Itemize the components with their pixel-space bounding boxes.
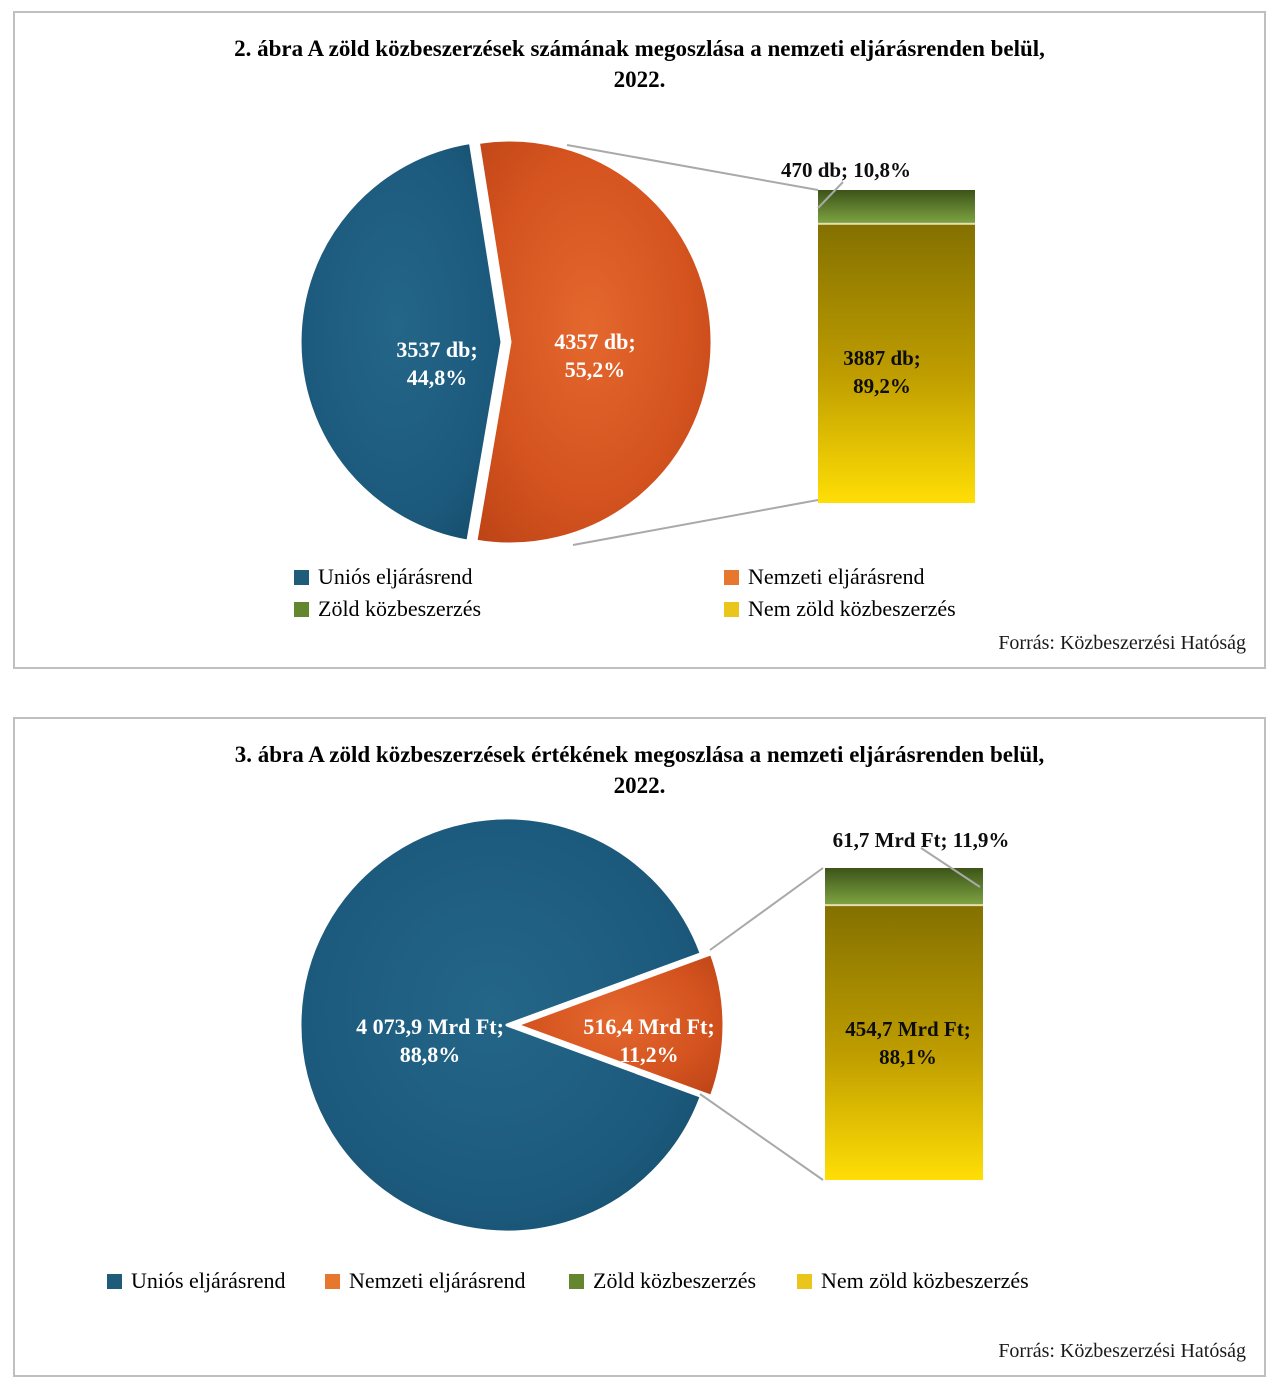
connector-line-2 xyxy=(572,499,819,546)
legend-label: Zöld közbeszerzés xyxy=(593,1268,757,1293)
figure-3-source: Forrás: Közbeszerzési Hatóság xyxy=(998,1340,1246,1362)
figure-3-title-line-1: 3. ábra A zöld közbeszerzések értékének … xyxy=(234,742,1045,767)
legend-swatch-orange xyxy=(325,1273,340,1289)
figure-2-title-line-1: 2. ábra A zöld közbeszerzések számának m… xyxy=(234,36,1045,61)
bar-label-nem-zold-line-1: 3887 db; xyxy=(843,346,921,370)
legend-item-unios-eljarasrend: Uniós eljárásrend xyxy=(107,1268,286,1294)
legend-label: Nemzeti eljárásrend xyxy=(349,1268,526,1293)
pie-slice-unios-eljarasrend xyxy=(298,816,703,1234)
pie-label-unios-line-2: 44,8% xyxy=(407,365,468,390)
pie-slice-nemzeti-eljarasrend xyxy=(515,952,726,1098)
legend-item-zold-kozbeszerzes: Zöld közbeszerzés xyxy=(294,596,481,622)
legend-label: Nem zöld közbeszerzés xyxy=(821,1268,1029,1293)
legend-item-nemzeti-eljarasrend: Nemzeti eljárásrend xyxy=(724,564,925,590)
legend-label: Nem zöld közbeszerzés xyxy=(748,596,956,621)
pie-label-unios-line-1: 4 073,9 Mrd Ft; xyxy=(356,1014,504,1039)
legend-item-zold-kozbeszerzes: Zöld közbeszerzés xyxy=(569,1268,756,1294)
legend-item-nem-zold-kozbeszerzes: Nem zöld közbeszerzés xyxy=(724,596,956,622)
legend-swatch-green xyxy=(569,1273,584,1289)
figure-2-title-line-2: 2022. xyxy=(613,67,666,92)
pie-label-nemzeti-line-1: 516,4 Mrd Ft; xyxy=(583,1014,714,1039)
connector-line-1 xyxy=(709,867,824,951)
pie-slice-unios-eljarasrend xyxy=(298,141,504,543)
bar-segment-nem-zold-kozbeszerzes xyxy=(825,905,983,1180)
bar-segment-divider xyxy=(818,222,975,225)
connector-line-1 xyxy=(566,144,819,191)
legend-swatch-orange xyxy=(724,569,739,585)
bar-segment-nem-zold-kozbeszerzes xyxy=(818,223,975,503)
figure-2-source: Forrás: Közbeszerzési Hatóság xyxy=(998,632,1246,654)
bar-label-zold-line-1: 61,7 Mrd Ft; 11,9% xyxy=(833,828,1010,852)
figure-3-chart-canvas: 4 073,9 Mrd Ft; 88,8% 516,4 Mrd Ft; 11,2% 61… xyxy=(298,816,1010,1234)
legend-swatch-blue xyxy=(294,569,309,585)
legend-swatch-blue xyxy=(107,1273,122,1289)
pie-slice-nemzeti-eljarasrend xyxy=(474,138,714,546)
pie-label-nemzeti-line-1: 4357 db; xyxy=(554,329,635,354)
bar-segment-zold-kozbeszerzes xyxy=(825,868,983,906)
figure-3-title-line-2: 2022. xyxy=(613,773,666,798)
figure-3-panel: 3. ábra A zöld közbeszerzések értékének … xyxy=(13,717,1266,1377)
legend-label: Uniós eljárásrend xyxy=(131,1268,286,1293)
connector-line-3 xyxy=(920,847,981,888)
legend-label: Zöld közbeszerzés xyxy=(318,596,482,621)
connector-line-2 xyxy=(699,1093,824,1181)
figure-2-chart-canvas: 3537 db; 44,8% 4357 db; 55,2% 470 db; 10,8% 3… xyxy=(298,138,975,546)
pie-label-nemzeti-line-2: 11,2% xyxy=(619,1042,678,1067)
pie-label-nemzeti-line-2: 55,2% xyxy=(565,357,626,382)
legend-swatch-yellow xyxy=(724,601,739,617)
legend-swatch-yellow xyxy=(797,1273,812,1289)
legend-label: Uniós eljárásrend xyxy=(318,564,473,589)
pie-label-unios-line-2: 88,8% xyxy=(400,1042,461,1067)
legend-item-nem-zold-kozbeszerzes: Nem zöld közbeszerzés xyxy=(797,1268,1029,1294)
bar-segment-divider xyxy=(825,904,983,907)
figure-2-panel: 2. ábra A zöld közbeszerzések számának m… xyxy=(13,11,1266,669)
bar-label-zold-line-1: 470 db; 10,8% xyxy=(781,158,911,182)
bar-segment-zold-kozbeszerzes xyxy=(818,190,975,224)
bar-label-nem-zold-line-1: 454,7 Mrd Ft; xyxy=(845,1017,970,1041)
connector-line-3 xyxy=(817,181,844,209)
legend-item-unios-eljarasrend: Uniós eljárásrend xyxy=(294,564,473,590)
bar-label-nem-zold-line-2: 88,1% xyxy=(879,1045,937,1069)
legend-item-nemzeti-eljarasrend: Nemzeti eljárásrend xyxy=(325,1268,526,1294)
legend-label: Nemzeti eljárásrend xyxy=(748,564,925,589)
pie-label-unios-line-1: 3537 db; xyxy=(396,337,477,362)
figure-3-title: 3. ábra A zöld közbeszerzések értékének … xyxy=(15,719,1264,801)
legend-swatch-green xyxy=(294,601,309,617)
bar-label-nem-zold-line-2: 89,2% xyxy=(853,374,911,398)
figure-2-title: 2. ábra A zöld közbeszerzések számának m… xyxy=(15,13,1264,95)
